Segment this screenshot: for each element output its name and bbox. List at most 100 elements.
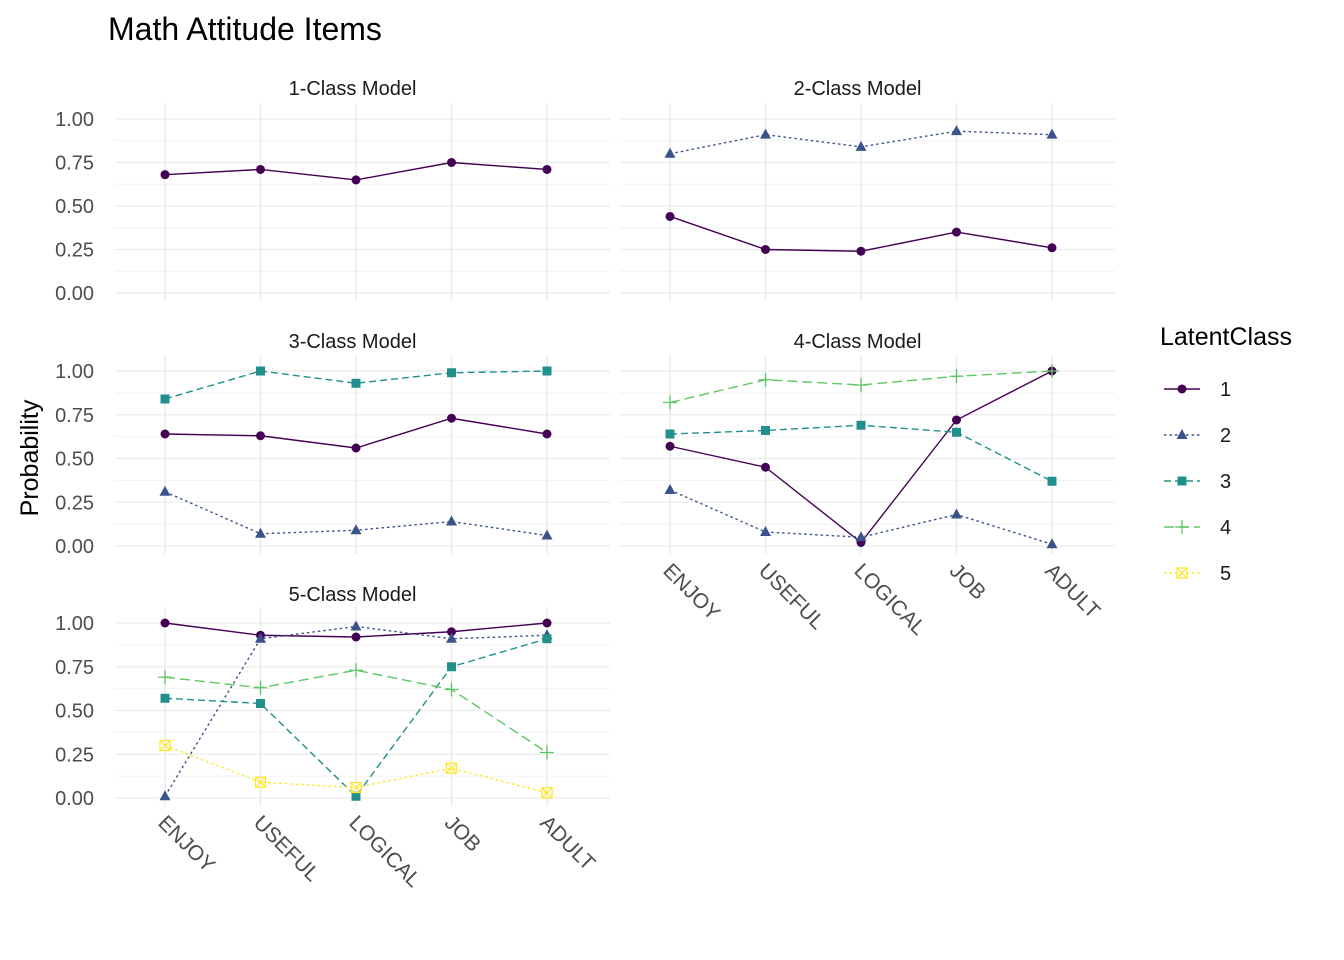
data-point bbox=[855, 140, 867, 151]
data-point bbox=[856, 420, 866, 430]
data-point bbox=[952, 427, 961, 437]
legend-item-1: 1 bbox=[1164, 379, 1231, 401]
y-tick-label: 0.75 bbox=[55, 657, 94, 679]
data-point bbox=[351, 632, 361, 642]
y-axis-label: Probability bbox=[16, 399, 44, 516]
facet-title: 4-Class Model bbox=[794, 331, 922, 353]
data-point bbox=[951, 125, 962, 136]
facet-title: 2-Class Model bbox=[794, 78, 922, 100]
facet-panel: 2-Class Model bbox=[620, 78, 1115, 301]
y-tick-label: 0.00 bbox=[55, 283, 94, 305]
data-point bbox=[351, 378, 361, 388]
data-point bbox=[158, 670, 172, 685]
series-3 bbox=[160, 366, 552, 404]
legend-label: 5 bbox=[1220, 563, 1231, 585]
data-point bbox=[349, 663, 363, 678]
x-tick-label: JOB bbox=[440, 811, 485, 856]
series-3 bbox=[160, 634, 552, 801]
legend-key-marker bbox=[1177, 476, 1187, 486]
data-point bbox=[253, 680, 268, 695]
facet-panel: 3-Class Model 0.00 0.25 0.50 0.75 1.00 bbox=[55, 331, 610, 558]
data-point bbox=[541, 529, 553, 540]
y-tick-label: 0.50 bbox=[55, 196, 94, 218]
legend: LatentClass 1 2 3 4 5 bbox=[1160, 323, 1292, 585]
legend-item-4: 4 bbox=[1164, 517, 1231, 539]
data-point bbox=[350, 620, 362, 631]
data-point bbox=[160, 394, 170, 404]
data-point bbox=[1046, 538, 1058, 549]
x-tick-label: ENJOY bbox=[153, 811, 219, 877]
data-point bbox=[254, 776, 267, 788]
data-point bbox=[760, 128, 771, 139]
data-point bbox=[447, 158, 456, 167]
data-point bbox=[351, 175, 361, 185]
data-point bbox=[856, 246, 866, 256]
y-tick-label: 0.50 bbox=[55, 449, 94, 471]
data-point bbox=[665, 211, 675, 221]
y-tick-label: 1.00 bbox=[55, 613, 94, 635]
series-4 bbox=[158, 663, 554, 760]
x-tick-label: JOB bbox=[945, 559, 990, 604]
series-2 bbox=[664, 125, 1058, 158]
legend-key-marker bbox=[1177, 384, 1187, 394]
data-point bbox=[758, 372, 773, 387]
series-2 bbox=[664, 484, 1058, 549]
x-tick-label: LOGICAL bbox=[344, 811, 425, 892]
y-tick-label: 1.00 bbox=[55, 109, 94, 131]
y-tick-label: 0.75 bbox=[55, 153, 94, 175]
data-point bbox=[855, 531, 867, 542]
data-point bbox=[446, 632, 457, 643]
legend-item-5: 5 bbox=[1164, 563, 1231, 585]
x-tick-label: ENJOY bbox=[658, 559, 724, 625]
legend-item-2: 2 bbox=[1164, 425, 1231, 447]
data-point bbox=[664, 147, 676, 158]
legend-label: 2 bbox=[1220, 425, 1231, 447]
series-2 bbox=[159, 485, 553, 540]
data-point bbox=[665, 429, 675, 439]
facet-panel: 1-Class Model 0.00 0.25 0.50 0.75 1.00 bbox=[55, 78, 610, 305]
data-point bbox=[256, 366, 265, 376]
legend-label: 3 bbox=[1220, 471, 1231, 493]
data-point bbox=[952, 227, 961, 237]
data-point bbox=[447, 627, 456, 637]
data-point bbox=[541, 787, 553, 799]
series-1 bbox=[160, 413, 552, 453]
x-tick-label: ADULT bbox=[1040, 559, 1104, 623]
data-point bbox=[255, 632, 266, 643]
y-tick-label: 1.00 bbox=[55, 361, 94, 383]
data-point bbox=[160, 618, 170, 628]
y-tick-label: 0.00 bbox=[55, 536, 94, 558]
facet-panel: 5-Class Model 0.00 0.25 0.50 0.75 1.00 ENJOY US… bbox=[55, 584, 610, 892]
data-point bbox=[159, 790, 171, 801]
y-tick-label: 0.25 bbox=[55, 492, 94, 514]
data-point bbox=[542, 164, 552, 174]
data-point bbox=[350, 524, 362, 535]
series-3 bbox=[665, 420, 1057, 486]
series-1 bbox=[665, 366, 1057, 547]
legend-key-marker bbox=[1175, 520, 1189, 534]
data-point bbox=[447, 662, 456, 672]
legend-key-marker bbox=[1176, 567, 1188, 579]
data-point bbox=[949, 369, 964, 384]
data-point bbox=[256, 699, 265, 708]
data-point bbox=[542, 634, 552, 644]
data-point bbox=[160, 170, 170, 180]
data-point bbox=[542, 366, 552, 376]
data-point bbox=[952, 415, 961, 425]
data-point bbox=[351, 791, 361, 801]
data-point bbox=[761, 462, 770, 472]
panels-layer: 1-Class Model 0.00 0.25 0.50 0.75 1.00 2-Class… bbox=[55, 78, 1115, 892]
data-point bbox=[663, 395, 677, 410]
legend-label: 4 bbox=[1220, 517, 1231, 539]
data-point bbox=[444, 682, 459, 697]
series-line bbox=[164, 370, 548, 400]
data-point bbox=[761, 245, 770, 254]
x-tick-label: USEFUL bbox=[249, 811, 324, 886]
facet-panel: 4-Class Model ENJOY USEFUL LOGICAL JOB ADULT bbox=[620, 331, 1115, 640]
series-5 bbox=[159, 739, 553, 799]
series-1 bbox=[160, 618, 552, 642]
data-point bbox=[1045, 364, 1059, 378]
data-point bbox=[350, 781, 362, 794]
data-point bbox=[542, 618, 552, 628]
facet-title: 5-Class Model bbox=[289, 584, 417, 606]
